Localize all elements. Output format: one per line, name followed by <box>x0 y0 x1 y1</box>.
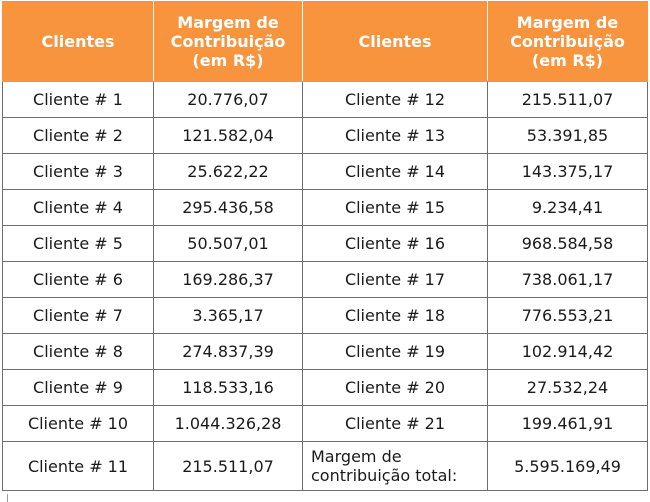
client-cell: Cliente # 8 <box>2 333 154 370</box>
margin-cell: 9.234,41 <box>487 189 648 226</box>
margin-cell: 274.837,39 <box>153 333 303 370</box>
margin-cell: 143.375,17 <box>487 153 648 190</box>
table-row: Cliente # 2 121.582,04 Cliente # 13 53.391,… <box>2 117 648 154</box>
table-row: Cliente # 7 3.365,17 Cliente # 18 776.553,2… <box>2 297 648 334</box>
client-cell: Cliente # 19 <box>302 333 488 370</box>
client-cell: Cliente # 20 <box>302 369 488 406</box>
margin-cell: 169.286,37 <box>153 261 303 298</box>
total-label: Margem de contribuição total: <box>302 441 488 491</box>
table-row: Cliente # 8 274.837,39 Cliente # 19 102.914… <box>2 333 648 370</box>
margin-cell: 215.511,07 <box>487 81 648 118</box>
contribution-margin-table: Clientes Margem de Contribuição (em R$) … <box>2 1 648 491</box>
margin-cell: 102.914,42 <box>487 333 648 370</box>
margin-cell: 776.553,21 <box>487 297 648 334</box>
total-value: 5.595.169,49 <box>487 441 648 491</box>
margin-cell: 121.582,04 <box>153 117 303 154</box>
table-row: Cliente # 9 118.533,16 Cliente # 20 27.532,… <box>2 369 648 406</box>
margin-cell: 53.391,85 <box>487 117 648 154</box>
table-container: Clientes Margem de Contribuição (em R$) … <box>2 1 648 491</box>
client-cell: Cliente # 16 <box>302 225 488 262</box>
header-clients-2: Clientes <box>302 1 488 82</box>
client-cell: Cliente # 2 <box>2 117 154 154</box>
page-edge-mark <box>7 494 8 502</box>
margin-cell: 118.533,16 <box>153 369 303 406</box>
margin-cell: 50.507,01 <box>153 225 303 262</box>
header-margin-2: Margem de Contribuição (em R$) <box>487 1 648 82</box>
client-cell: Cliente # 6 <box>2 261 154 298</box>
client-cell: Cliente # 21 <box>302 405 488 442</box>
margin-cell: 25.622,22 <box>153 153 303 190</box>
margin-cell: 738.061,17 <box>487 261 648 298</box>
table-row: Cliente # 4 295.436,58 Cliente # 15 9.234,4… <box>2 189 648 226</box>
margin-cell: 1.044.326,28 <box>153 405 303 442</box>
client-cell: Cliente # 12 <box>302 81 488 118</box>
client-cell: Cliente # 10 <box>2 405 154 442</box>
table-header: Clientes Margem de Contribuição (em R$) … <box>2 1 648 82</box>
margin-cell: 27.532,24 <box>487 369 648 406</box>
client-cell: Cliente # 17 <box>302 261 488 298</box>
table-row: Cliente # 3 25.622,22 Cliente # 14 143.375,… <box>2 153 648 190</box>
margin-cell: 968.584,58 <box>487 225 648 262</box>
client-cell: Cliente # 7 <box>2 297 154 334</box>
margin-cell: 199.461,91 <box>487 405 648 442</box>
client-cell: Cliente # 18 <box>302 297 488 334</box>
table-row: Cliente # 5 50.507,01 Cliente # 16 968.584,… <box>2 225 648 262</box>
header-margin-1: Margem de Contribuição (em R$) <box>153 1 303 82</box>
client-cell: Cliente # 14 <box>302 153 488 190</box>
client-cell: Cliente # 15 <box>302 189 488 226</box>
client-cell: Cliente # 11 <box>2 441 154 491</box>
table-body: Cliente # 1 20.776,07 Cliente # 12 215.511,… <box>2 81 648 491</box>
table-row: Cliente # 10 1.044.326,28 Cliente # 21 199.… <box>2 405 648 442</box>
header-clients-1: Clientes <box>2 1 154 82</box>
client-cell: Cliente # 3 <box>2 153 154 190</box>
margin-cell: 295.436,58 <box>153 189 303 226</box>
client-cell: Cliente # 1 <box>2 81 154 118</box>
client-cell: Cliente # 13 <box>302 117 488 154</box>
table-row: Cliente # 6 169.286,37 Cliente # 17 738.061… <box>2 261 648 298</box>
client-cell: Cliente # 9 <box>2 369 154 406</box>
table-row-total: Cliente # 11 215.511,07 Margem de contri… <box>2 441 648 491</box>
client-cell: Cliente # 4 <box>2 189 154 226</box>
margin-cell: 20.776,07 <box>153 81 303 118</box>
margin-cell: 215.511,07 <box>153 441 303 491</box>
margin-cell: 3.365,17 <box>153 297 303 334</box>
table-row: Cliente # 1 20.776,07 Cliente # 12 215.511,… <box>2 81 648 118</box>
header-row: Clientes Margem de Contribuição (em R$) … <box>2 1 648 82</box>
client-cell: Cliente # 5 <box>2 225 154 262</box>
